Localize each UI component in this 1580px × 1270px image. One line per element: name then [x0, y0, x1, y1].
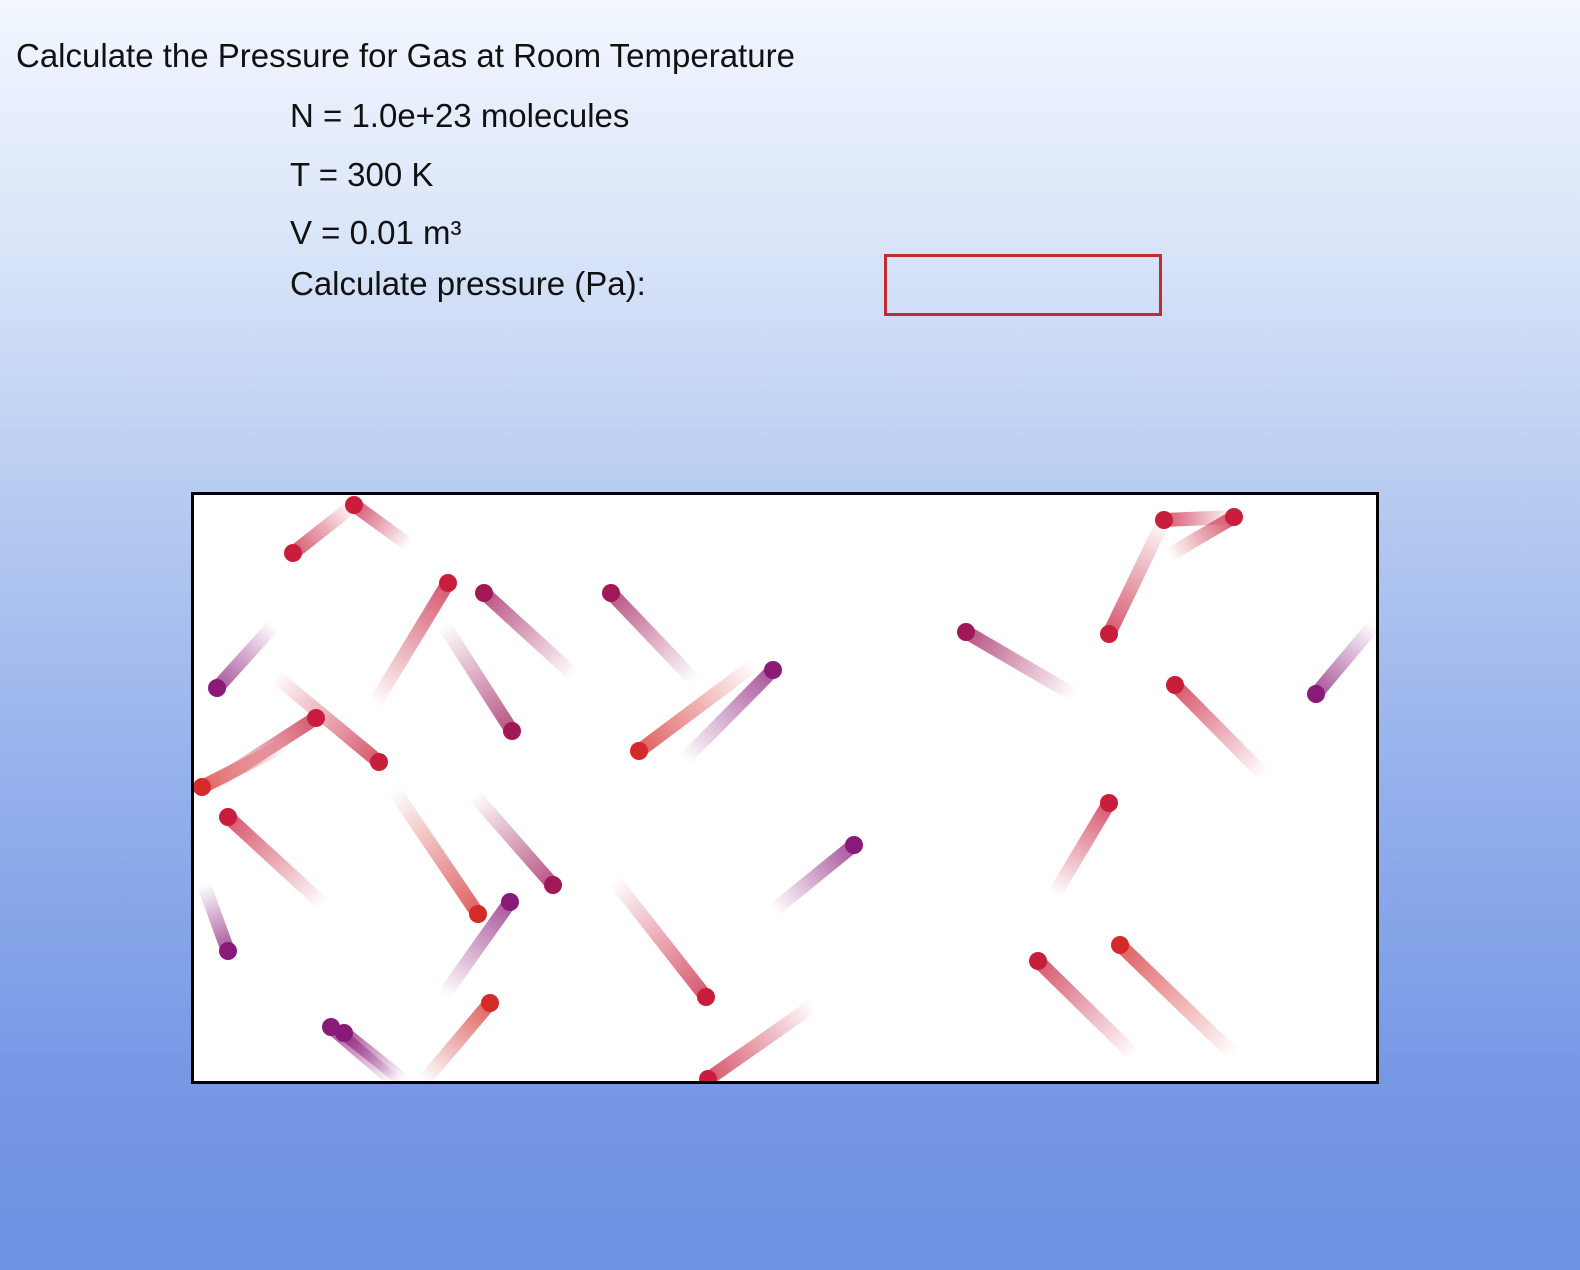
gas-molecule [345, 496, 363, 514]
molecule-trail [367, 576, 455, 712]
molecule-trail [1113, 938, 1241, 1062]
gas-molecule [1166, 676, 1184, 694]
gas-molecule [957, 623, 975, 641]
molecule-trail [1168, 678, 1271, 782]
molecule-trail [387, 783, 485, 921]
gas-molecule [1225, 508, 1243, 526]
molecule-trail [417, 996, 497, 1081]
gas-molecule [544, 876, 562, 894]
gas-molecule [697, 988, 715, 1006]
gas-molecule [1100, 625, 1118, 643]
gas-molecule [1029, 952, 1047, 970]
gas-molecule [481, 994, 499, 1012]
gas-molecule [439, 574, 457, 592]
molecule-count-label: N = 1.0e+23 molecules [290, 97, 630, 134]
molecule-trail [337, 1026, 411, 1081]
gas-molecule [501, 893, 519, 911]
gas-molecule [219, 808, 237, 826]
molecule-trail [437, 895, 517, 1002]
gas-molecule [764, 661, 782, 679]
temperature-label: T = 300 K [290, 156, 434, 193]
gas-molecule [1111, 936, 1129, 954]
gas-molecule [194, 778, 211, 796]
gas-molecule [284, 544, 302, 562]
molecule-trail [1031, 954, 1141, 1062]
gas-molecule [1307, 685, 1325, 703]
molecule-trail [477, 586, 581, 682]
molecule-canvas [194, 496, 1376, 1081]
molecule-trail [347, 498, 416, 552]
gas-molecule [699, 1070, 717, 1081]
molecule-trail [195, 738, 291, 794]
pressure-prompt-label: Calculate pressure (Pa): [290, 265, 646, 302]
molecule-trail [767, 838, 861, 917]
gas-molecule [219, 942, 237, 960]
molecule-trail [677, 663, 780, 767]
molecule-trail [701, 998, 821, 1081]
molecule-trail [467, 788, 560, 892]
molecule-trail [1102, 513, 1171, 641]
molecule-trail [1047, 796, 1116, 902]
volume-label: V = 0.01 m³ [290, 214, 462, 251]
molecule-trail [286, 498, 361, 560]
molecule-trail [607, 873, 713, 1004]
gas-molecule [503, 722, 521, 740]
molecule-trail [221, 810, 331, 912]
molecule-trail [959, 625, 1081, 702]
molecule-trail [604, 586, 701, 687]
gas-molecule [335, 1024, 353, 1042]
gas-container [191, 492, 1379, 1084]
molecule-trail [632, 658, 761, 758]
gas-molecule [475, 584, 493, 602]
molecule-trail [267, 668, 386, 769]
gas-molecule [208, 679, 226, 697]
gas-molecule [370, 753, 388, 771]
molecule-trail [210, 618, 281, 695]
gas-molecule [630, 742, 648, 760]
problem-title: Calculate the Pressure for Gas at Room T… [16, 37, 795, 74]
molecule-trail [437, 618, 519, 738]
pressure-answer-input[interactable] [884, 254, 1162, 316]
molecule-trail [1162, 510, 1241, 562]
gas-molecule [1100, 794, 1118, 812]
gas-molecule [1155, 511, 1173, 529]
molecule-trail [197, 878, 235, 958]
gas-molecule [602, 584, 620, 602]
gas-molecule [845, 836, 863, 854]
gas-molecule [469, 905, 487, 923]
molecule-trail [1309, 618, 1376, 701]
